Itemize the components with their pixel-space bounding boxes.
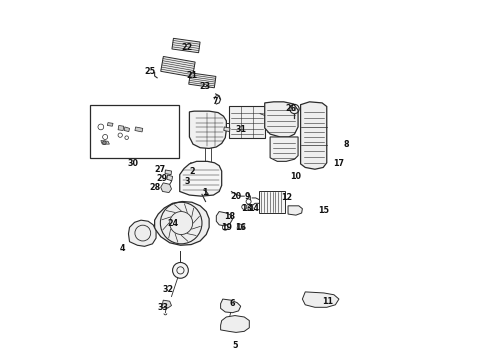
Text: 25: 25 [145, 67, 155, 76]
Text: 9: 9 [245, 192, 250, 201]
Text: 4: 4 [120, 244, 125, 253]
Polygon shape [162, 300, 172, 308]
Bar [161, 57, 195, 77]
Polygon shape [161, 183, 171, 193]
Text: 8: 8 [343, 140, 349, 149]
Text: 31: 31 [235, 125, 246, 134]
Text: 13: 13 [241, 204, 252, 213]
Text: 27: 27 [154, 165, 165, 174]
Bar [259, 192, 285, 213]
Text: 19: 19 [221, 223, 232, 232]
Text: 16: 16 [235, 223, 246, 232]
Text: 33: 33 [158, 303, 169, 312]
Polygon shape [220, 316, 249, 332]
Text: 28: 28 [149, 183, 160, 192]
Text: 15: 15 [318, 206, 329, 215]
Polygon shape [118, 126, 124, 131]
Text: 3: 3 [185, 177, 191, 186]
Polygon shape [190, 111, 226, 148]
Polygon shape [165, 170, 172, 175]
Circle shape [172, 262, 188, 278]
Circle shape [102, 141, 106, 144]
Polygon shape [237, 224, 245, 229]
Text: 2: 2 [189, 167, 195, 176]
Polygon shape [155, 202, 209, 245]
Polygon shape [270, 137, 298, 161]
Text: 5: 5 [232, 341, 238, 350]
Polygon shape [224, 127, 230, 132]
Text: 21: 21 [186, 71, 197, 80]
Text: 12: 12 [281, 193, 292, 202]
Text: 20: 20 [230, 192, 242, 201]
Polygon shape [216, 212, 232, 226]
Polygon shape [167, 175, 172, 181]
Polygon shape [128, 220, 156, 246]
Polygon shape [190, 163, 194, 166]
Bar [90, 105, 179, 158]
Text: 24: 24 [167, 219, 178, 228]
Text: 32: 32 [162, 285, 173, 294]
Polygon shape [265, 102, 298, 137]
Text: 6: 6 [230, 299, 235, 308]
Polygon shape [174, 218, 180, 223]
Polygon shape [185, 176, 190, 181]
Text: 23: 23 [199, 82, 210, 91]
Text: 29: 29 [156, 174, 168, 183]
Bar [189, 73, 216, 88]
Text: 1: 1 [202, 188, 208, 197]
Bar [172, 38, 200, 53]
Text: 7: 7 [213, 96, 219, 105]
Polygon shape [180, 161, 221, 196]
Polygon shape [300, 102, 327, 169]
Text: 17: 17 [334, 159, 344, 168]
Text: 14: 14 [248, 204, 260, 213]
Polygon shape [124, 127, 129, 132]
Polygon shape [135, 127, 143, 132]
Text: 22: 22 [181, 43, 193, 52]
Polygon shape [107, 123, 113, 126]
Text: 18: 18 [224, 212, 236, 221]
Polygon shape [302, 292, 339, 307]
Polygon shape [288, 206, 302, 215]
Text: 26: 26 [285, 104, 296, 113]
Bar [229, 106, 266, 138]
Text: 11: 11 [322, 297, 333, 306]
Polygon shape [220, 299, 241, 313]
Text: 10: 10 [290, 172, 301, 181]
Text: 30: 30 [127, 159, 139, 168]
Polygon shape [101, 140, 109, 144]
